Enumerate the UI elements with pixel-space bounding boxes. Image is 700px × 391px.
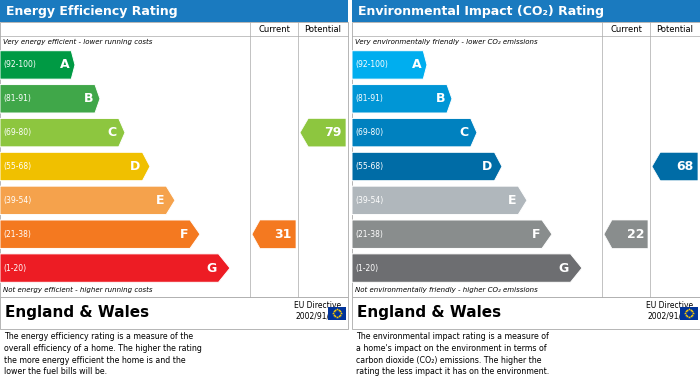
Text: England & Wales: England & Wales	[357, 305, 501, 319]
Polygon shape	[352, 254, 582, 282]
Text: (81-91): (81-91)	[3, 94, 31, 103]
Polygon shape	[252, 220, 296, 248]
Polygon shape	[300, 118, 346, 147]
Polygon shape	[352, 186, 527, 215]
Text: G: G	[206, 262, 216, 274]
Text: 31: 31	[274, 228, 292, 241]
Text: Energy Efficiency Rating: Energy Efficiency Rating	[6, 5, 178, 18]
Text: C: C	[108, 126, 117, 139]
Polygon shape	[0, 118, 125, 147]
Text: (39-54): (39-54)	[355, 196, 384, 205]
Text: (69-80): (69-80)	[3, 128, 31, 137]
Text: D: D	[482, 160, 493, 173]
Text: E: E	[155, 194, 164, 207]
Text: Current: Current	[258, 25, 290, 34]
Text: (55-68): (55-68)	[355, 162, 383, 171]
Bar	[328, 307, 346, 319]
Text: A: A	[60, 58, 69, 72]
Polygon shape	[0, 220, 200, 248]
Text: 68: 68	[677, 160, 694, 173]
Text: E: E	[508, 194, 517, 207]
Text: Current: Current	[610, 25, 642, 34]
Bar	[352, 0, 700, 22]
Text: Potential: Potential	[657, 25, 694, 34]
Text: Potential: Potential	[304, 25, 342, 34]
Polygon shape	[352, 118, 477, 147]
Polygon shape	[0, 254, 230, 282]
Text: (69-80): (69-80)	[355, 128, 383, 137]
Text: The energy efficiency rating is a measure of the
overall efficiency of a home. T: The energy efficiency rating is a measur…	[4, 332, 202, 377]
Text: (39-54): (39-54)	[3, 196, 31, 205]
Text: B: B	[83, 92, 93, 105]
Bar	[0, 297, 348, 329]
Bar	[352, 22, 700, 297]
Text: C: C	[460, 126, 469, 139]
Polygon shape	[0, 186, 175, 215]
Text: (92-100): (92-100)	[3, 61, 36, 70]
Polygon shape	[0, 51, 75, 79]
Bar	[0, 22, 348, 297]
Text: A: A	[412, 58, 421, 72]
Text: D: D	[130, 160, 141, 173]
Text: F: F	[531, 228, 540, 241]
Text: Environmental Impact (CO₂) Rating: Environmental Impact (CO₂) Rating	[358, 5, 604, 18]
Text: (92-100): (92-100)	[355, 61, 388, 70]
Text: England & Wales: England & Wales	[5, 305, 149, 319]
Text: (21-38): (21-38)	[3, 230, 31, 239]
Text: (21-38): (21-38)	[355, 230, 383, 239]
Text: Very energy efficient - lower running costs: Very energy efficient - lower running co…	[3, 39, 153, 45]
Polygon shape	[604, 220, 648, 248]
Text: 22: 22	[626, 228, 644, 241]
Text: (55-68): (55-68)	[3, 162, 31, 171]
Text: 79: 79	[325, 126, 342, 139]
Polygon shape	[0, 152, 150, 181]
Text: EU Directive
2002/91/EC: EU Directive 2002/91/EC	[295, 301, 342, 321]
Text: F: F	[179, 228, 188, 241]
Polygon shape	[0, 84, 100, 113]
Text: (1-20): (1-20)	[355, 264, 378, 273]
Text: B: B	[435, 92, 445, 105]
Text: Not energy efficient - higher running costs: Not energy efficient - higher running co…	[3, 287, 153, 293]
Text: Very environmentally friendly - lower CO₂ emissions: Very environmentally friendly - lower CO…	[355, 39, 538, 45]
Text: (1-20): (1-20)	[3, 264, 26, 273]
Text: EU Directive
2002/91/EC: EU Directive 2002/91/EC	[646, 301, 694, 321]
Polygon shape	[352, 51, 427, 79]
Text: G: G	[559, 262, 568, 274]
Polygon shape	[352, 84, 452, 113]
Bar	[680, 307, 698, 319]
Polygon shape	[352, 220, 552, 248]
Text: (81-91): (81-91)	[355, 94, 383, 103]
Polygon shape	[652, 152, 698, 181]
Text: The environmental impact rating is a measure of
a home's impact on the environme: The environmental impact rating is a mea…	[356, 332, 550, 377]
Bar	[352, 297, 700, 329]
Polygon shape	[352, 152, 502, 181]
Text: Not environmentally friendly - higher CO₂ emissions: Not environmentally friendly - higher CO…	[355, 287, 538, 293]
Bar	[0, 0, 348, 22]
